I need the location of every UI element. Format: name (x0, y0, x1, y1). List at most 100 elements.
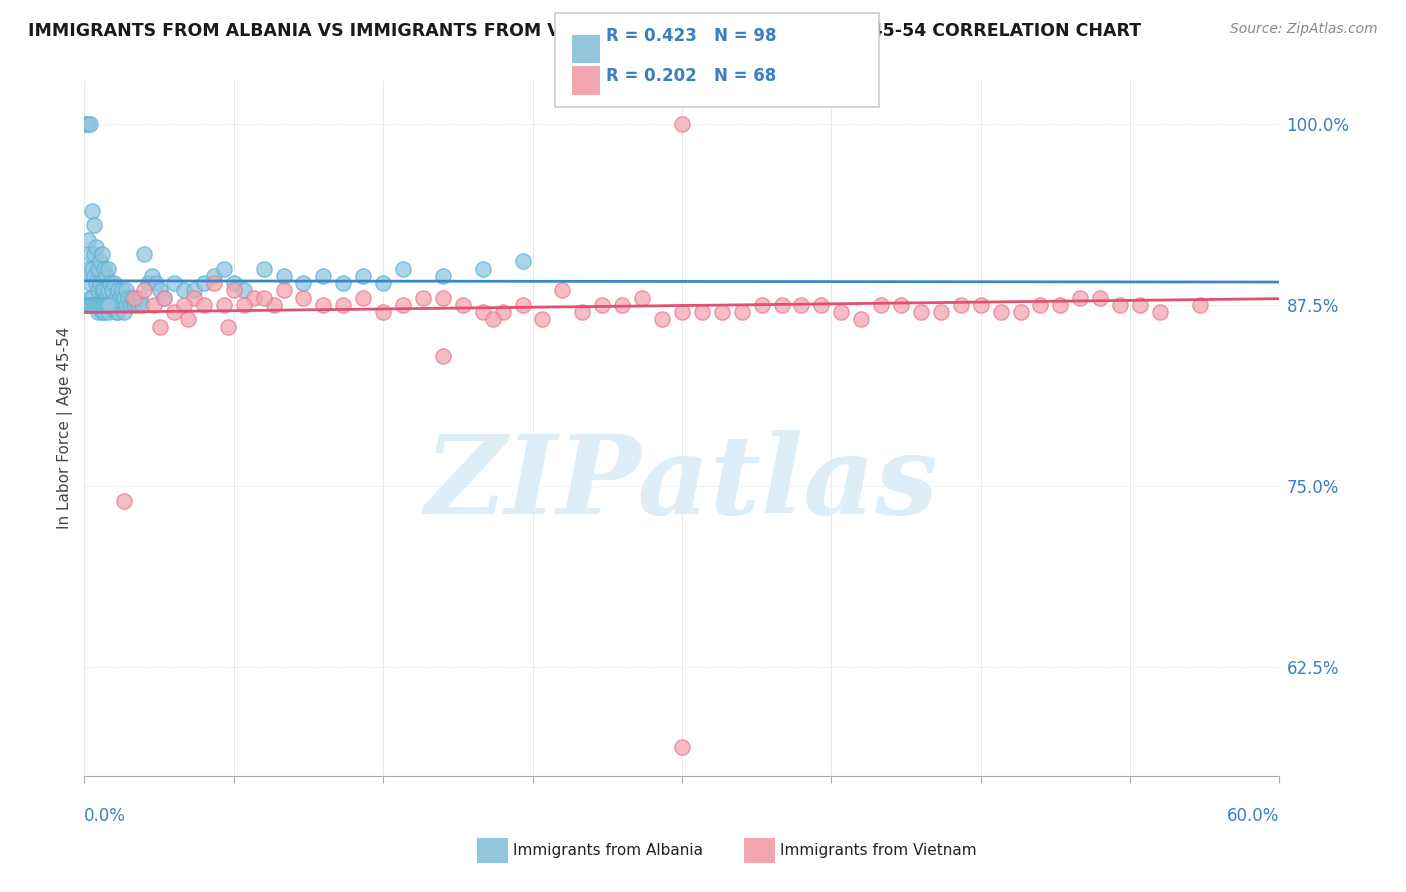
Point (132, 284, 156, 298)
Point (217, 319, 239, 334)
Point (79, 247, 101, 261)
Point (432, 268, 454, 283)
Point (83, 268, 105, 283)
Point (551, 284, 574, 298)
Point (122, 291, 145, 305)
Point (112, 493, 135, 508)
Point (222, 284, 245, 298)
Point (332, 277, 354, 291)
Point (671, 117, 693, 131)
Point (143, 298, 166, 312)
Point (112, 291, 135, 305)
Point (810, 298, 832, 312)
Point (193, 277, 215, 291)
Point (86, 240, 108, 254)
Point (253, 261, 276, 276)
Point (91, 298, 114, 312)
Point (91, 247, 114, 261)
Point (77, 261, 100, 276)
Point (371, 277, 394, 291)
Point (1090, 291, 1112, 305)
Point (79, 298, 101, 312)
Point (141, 268, 163, 283)
Point (1149, 305, 1171, 319)
Point (432, 349, 454, 363)
Point (87, 284, 110, 298)
Point (115, 298, 138, 312)
Point (96, 298, 118, 312)
Point (77, 233, 100, 247)
Point (202, 277, 225, 291)
Point (193, 298, 215, 312)
Point (531, 312, 554, 326)
Text: R = 0.423   N = 98: R = 0.423 N = 98 (606, 27, 776, 45)
Point (79, 117, 101, 131)
Point (98, 277, 121, 291)
Point (177, 312, 200, 326)
Point (127, 298, 149, 312)
Point (84, 298, 107, 312)
Point (751, 298, 773, 312)
Text: 0.0%: 0.0% (84, 807, 127, 825)
Point (173, 298, 195, 312)
Point (86, 298, 108, 312)
Point (79, 291, 101, 305)
Point (115, 284, 138, 298)
Point (82, 203, 104, 218)
Point (671, 305, 693, 319)
Point (112, 305, 135, 319)
Point (131, 298, 153, 312)
Point (1069, 291, 1091, 305)
Point (392, 261, 415, 276)
Point (105, 305, 128, 319)
Point (75, 117, 97, 131)
Point (101, 284, 124, 298)
Point (990, 305, 1012, 319)
Point (83, 219, 105, 233)
Point (610, 298, 633, 312)
Point (101, 298, 124, 312)
Point (82, 261, 104, 276)
Point (96, 268, 118, 283)
Point (94, 298, 117, 312)
Point (232, 284, 254, 298)
Point (392, 298, 415, 312)
Point (273, 284, 295, 298)
Text: Source: ZipAtlas.com: Source: ZipAtlas.com (1230, 22, 1378, 37)
Point (86, 298, 108, 312)
Point (849, 312, 872, 326)
Point (512, 298, 534, 312)
Point (163, 277, 186, 291)
Text: R = 0.202   N = 68: R = 0.202 N = 68 (606, 67, 776, 85)
Point (121, 291, 143, 305)
Point (591, 298, 613, 312)
Point (97, 261, 120, 276)
Point (93, 261, 115, 276)
Point (830, 305, 852, 319)
Point (86, 277, 108, 291)
Point (145, 277, 167, 291)
Point (76, 298, 98, 312)
Point (97, 305, 120, 319)
Point (1188, 298, 1211, 312)
Point (731, 305, 754, 319)
Point (89, 298, 111, 312)
Point (89, 254, 111, 268)
Point (103, 298, 125, 312)
Point (312, 298, 335, 312)
Point (890, 298, 912, 312)
Point (253, 291, 276, 305)
Point (83, 298, 105, 312)
Point (292, 291, 315, 305)
Point (1049, 298, 1071, 312)
Point (183, 291, 205, 305)
Point (153, 291, 176, 305)
Point (651, 312, 673, 326)
Point (98, 298, 121, 312)
Point (120, 298, 142, 312)
Y-axis label: In Labor Force | Age 45-54: In Labor Force | Age 45-54 (58, 327, 73, 529)
Point (870, 298, 893, 312)
Point (105, 291, 128, 305)
Point (110, 291, 132, 305)
Point (202, 268, 225, 283)
